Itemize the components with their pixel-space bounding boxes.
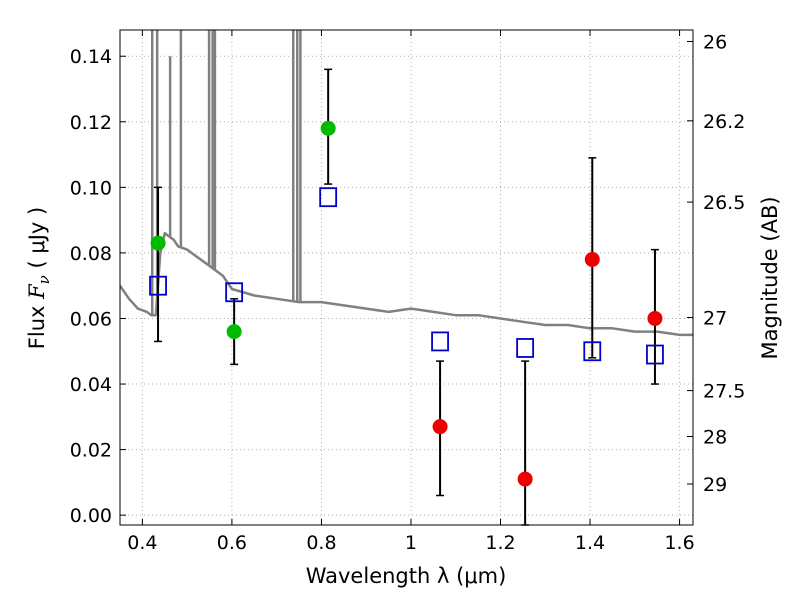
square-marker bbox=[225, 282, 244, 303]
mag-tick-label: 26.5 bbox=[703, 192, 745, 214]
square-marker bbox=[516, 338, 535, 358]
y-axis-right: 26 26.2 26.5 27 27.5 28 29 bbox=[687, 31, 745, 496]
y-tick-label: 0.12 bbox=[70, 112, 112, 134]
x-tick-label: 1.2 bbox=[485, 532, 515, 554]
x-tick-label: 1.6 bbox=[664, 532, 694, 554]
plot-frame bbox=[119, 29, 694, 526]
x-tick-label: 0.8 bbox=[306, 532, 336, 554]
x-tick-label: 0.4 bbox=[127, 532, 157, 554]
y-tick-label: 0.06 bbox=[70, 308, 112, 330]
square-marker bbox=[583, 341, 602, 362]
mag-tick-label: 27 bbox=[703, 307, 727, 329]
y-axis-title-right: Magnitude (AB) bbox=[758, 196, 782, 359]
mag-tick-label: 26 bbox=[703, 31, 727, 53]
model-sed-continuum bbox=[120, 231, 693, 337]
error-bars bbox=[154, 68, 659, 526]
mag-tick-label: 27.5 bbox=[703, 381, 745, 403]
y-axis-title-left: Flux Fν ( μJy ) bbox=[25, 207, 53, 349]
x-tick-label: 0.6 bbox=[217, 532, 247, 554]
upper-limit-point bbox=[647, 310, 663, 326]
grid bbox=[120, 30, 693, 525]
mag-tick-label: 28 bbox=[703, 426, 727, 448]
y-axis-left: 0.00 0.02 0.04 0.06 0.08 0.10 0.12 0.14 bbox=[70, 46, 126, 527]
detection-point bbox=[320, 120, 336, 136]
detection-point bbox=[226, 324, 242, 340]
y-label-symbol: F bbox=[25, 283, 49, 300]
detection-point bbox=[150, 235, 166, 251]
square-marker bbox=[149, 275, 167, 296]
y-tick-label: 0.00 bbox=[70, 505, 112, 527]
mag-tick-label: 29 bbox=[703, 474, 727, 496]
y-tick-label: 0.14 bbox=[70, 46, 112, 68]
y-tick-label: 0.10 bbox=[70, 177, 112, 199]
x-tick-label: 1 bbox=[405, 532, 417, 554]
model-sed bbox=[120, 30, 693, 337]
y-label-units: ( μJy ) bbox=[25, 207, 49, 275]
upper-limit-point bbox=[517, 471, 533, 487]
upper-limit-point bbox=[584, 251, 600, 267]
x-tick-label: 1.4 bbox=[575, 532, 605, 554]
x-axis: 0.4 0.6 0.8 1 1.2 1.4 1.6 bbox=[127, 30, 695, 554]
square-marker bbox=[431, 331, 449, 352]
y-label-subscript: ν bbox=[35, 275, 53, 284]
mag-tick-label: 26.2 bbox=[703, 111, 745, 133]
x-axis-title: Wavelength λ (μm) bbox=[306, 564, 507, 588]
data-markers bbox=[149, 120, 664, 487]
y-tick-label: 0.04 bbox=[70, 374, 112, 396]
y-tick-label: 0.02 bbox=[70, 440, 112, 462]
square-marker bbox=[319, 187, 338, 208]
y-tick-label: 0.08 bbox=[70, 243, 112, 265]
y-label-prefix: Flux bbox=[25, 299, 49, 349]
upper-limit-point bbox=[432, 419, 448, 435]
square-marker bbox=[646, 344, 664, 365]
